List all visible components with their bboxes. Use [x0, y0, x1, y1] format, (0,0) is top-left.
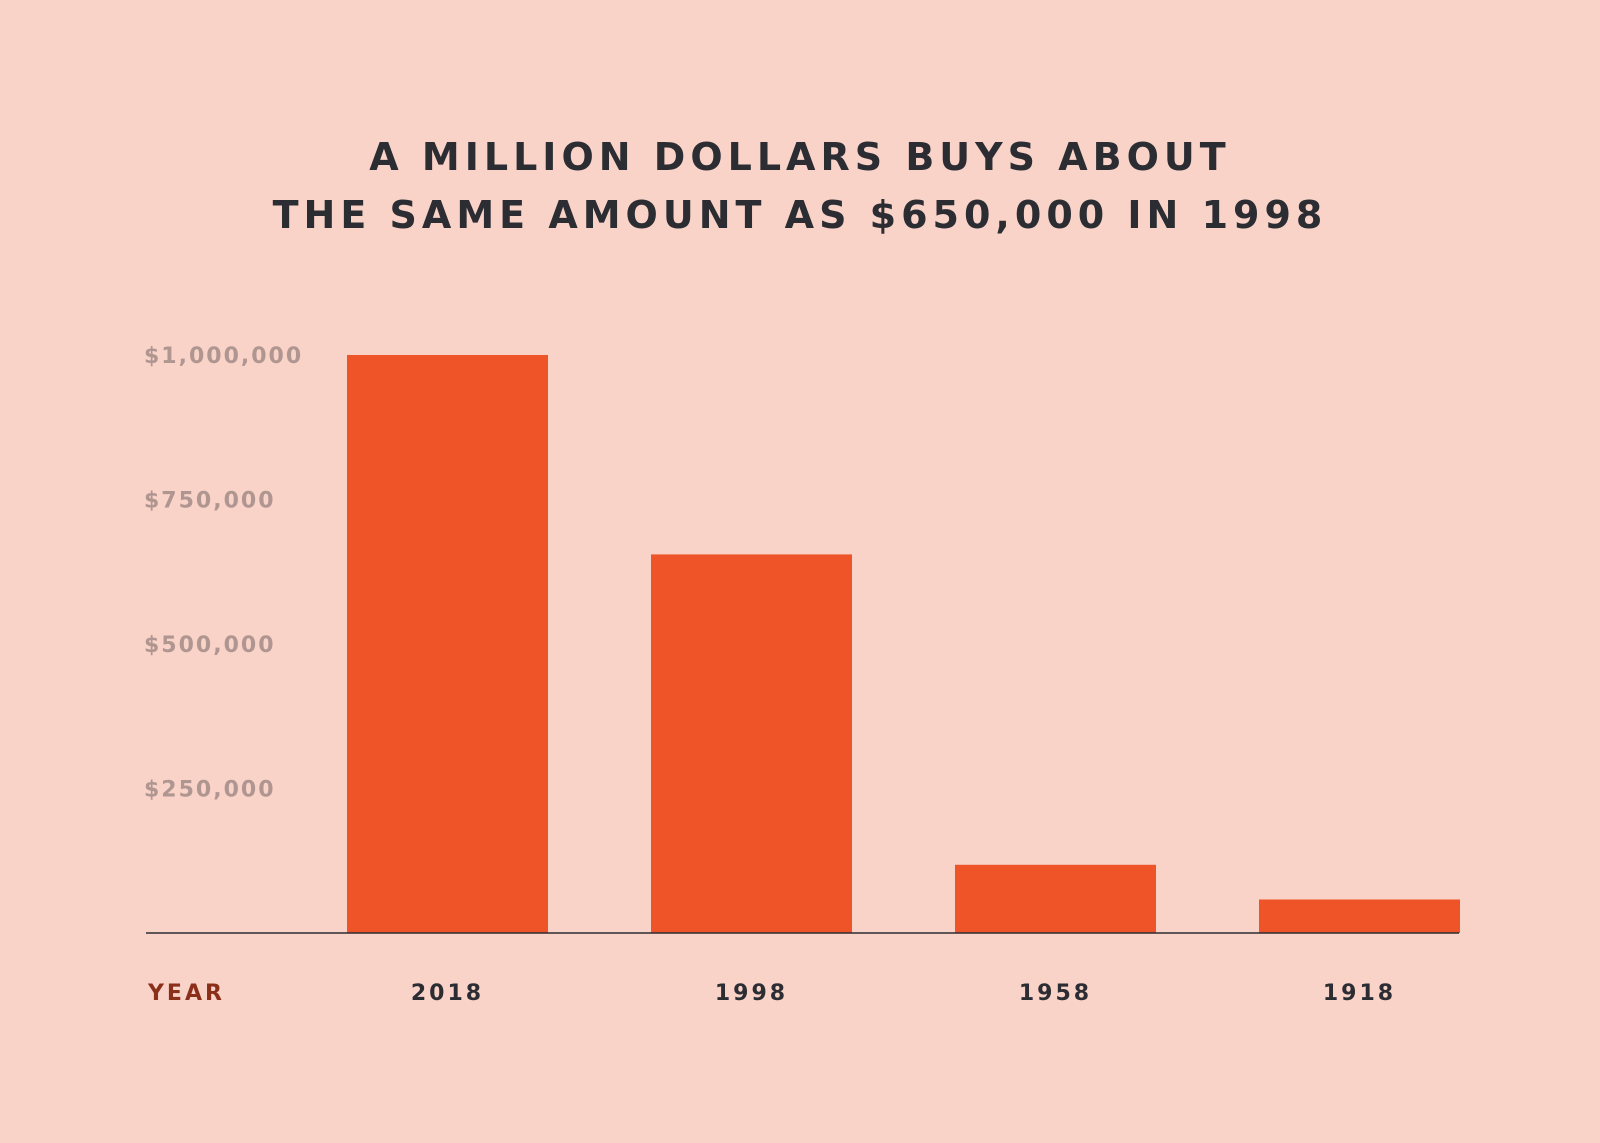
- bar-1958: [955, 864, 1156, 933]
- bar-1998: [651, 554, 852, 933]
- x-tick-label: 1998: [715, 981, 788, 1006]
- bars: [347, 355, 1460, 933]
- y-tick-label: $500,000: [144, 633, 276, 658]
- bar-1918: [1259, 899, 1460, 933]
- y-tick-label: $1,000,000: [144, 344, 303, 369]
- bar-2018: [347, 355, 548, 933]
- y-tick-label: $750,000: [144, 489, 276, 514]
- x-axis-ticks: 2018 1998 1958 1918: [411, 981, 1396, 1006]
- x-axis-label: YEAR: [147, 981, 225, 1006]
- chart-title: A MILLION DOLLARS BUYS ABOUT THE SAME AM…: [0, 128, 1600, 244]
- x-tick-label: 1918: [1323, 981, 1396, 1006]
- y-axis-ticks: $1,000,000 $750,000 $500,000 $250,000: [144, 344, 303, 803]
- y-tick-label: $250,000: [144, 778, 276, 803]
- x-tick-label: 1958: [1019, 981, 1092, 1006]
- x-tick-label: 2018: [411, 981, 484, 1006]
- chart-title-line-2: THE SAME AMOUNT AS $650,000 IN 1998: [272, 193, 1328, 237]
- chart-title-line-1: A MILLION DOLLARS BUYS ABOUT: [369, 135, 1231, 179]
